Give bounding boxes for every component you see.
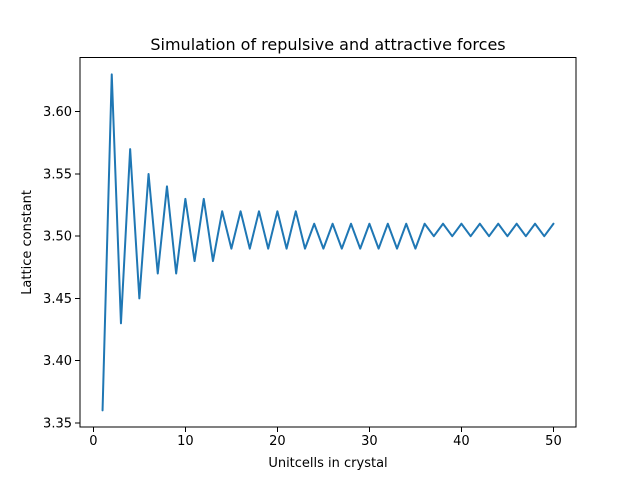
x-tick-label: 30	[361, 434, 378, 449]
y-axis-label: Lattice constant	[20, 190, 35, 295]
x-tick-label: 40	[453, 434, 470, 449]
y-tick-label: 3.45	[43, 292, 72, 307]
plot-background	[80, 57, 576, 428]
x-axis-label: Unitcells in crystal	[268, 456, 387, 471]
y-tick-label: 3.40	[43, 354, 72, 369]
y-tick-label: 3.60	[43, 105, 72, 120]
x-axis-ticks: 0 10 20 30 40 50	[89, 427, 562, 449]
x-tick-label: 0	[89, 434, 97, 449]
y-axis-ticks: 3.35 3.40 3.45 3.50 3.55 3.60	[43, 105, 80, 431]
x-tick-label: 10	[177, 434, 194, 449]
series-line	[101, 73, 555, 412]
y-tick-label: 3.35	[43, 416, 72, 431]
y-tick-label: 3.55	[43, 167, 72, 182]
x-tick-label: 20	[269, 434, 286, 449]
y-tick-label: 3.50	[43, 230, 72, 245]
plot-frame	[79, 57, 577, 428]
chart-title: Simulation of repulsive and attractive f…	[150, 35, 505, 54]
x-tick-label: 50	[545, 434, 562, 449]
